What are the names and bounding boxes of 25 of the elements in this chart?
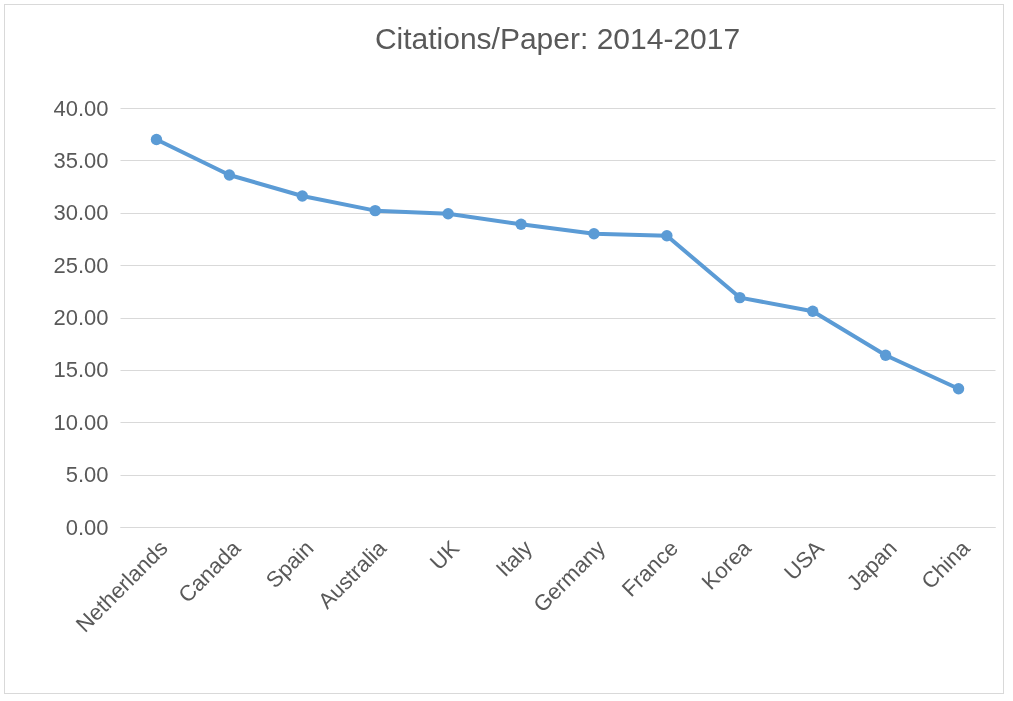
y-tick-label: 5.00 — [65, 462, 109, 488]
y-tick-label: 10.00 — [53, 409, 109, 435]
point — [515, 218, 527, 230]
point — [296, 190, 308, 202]
y-tick-label: 40.00 — [53, 95, 109, 121]
point — [807, 305, 819, 317]
x-tick-label: UK — [424, 535, 465, 575]
y-tick-label: 0.00 — [65, 514, 109, 540]
point — [369, 204, 381, 217]
x-tick-label: Italy — [490, 535, 538, 582]
y-tick-label: 20.00 — [53, 305, 109, 330]
chart-title: Citations/Paper: 2014-2017 — [374, 22, 741, 55]
y-tick-label: 35.00 — [53, 147, 109, 173]
point — [952, 383, 965, 395]
point — [442, 208, 454, 220]
point — [150, 133, 163, 146]
x-tick-label: USA — [779, 535, 829, 586]
y-tick-label: 25.00 — [53, 252, 109, 278]
point — [734, 291, 746, 304]
point — [588, 228, 600, 240]
y-tick-label: 15.00 — [53, 357, 109, 383]
y-tick-label: 30.00 — [53, 200, 109, 226]
point — [223, 169, 236, 181]
point — [879, 349, 892, 361]
point — [661, 230, 673, 242]
